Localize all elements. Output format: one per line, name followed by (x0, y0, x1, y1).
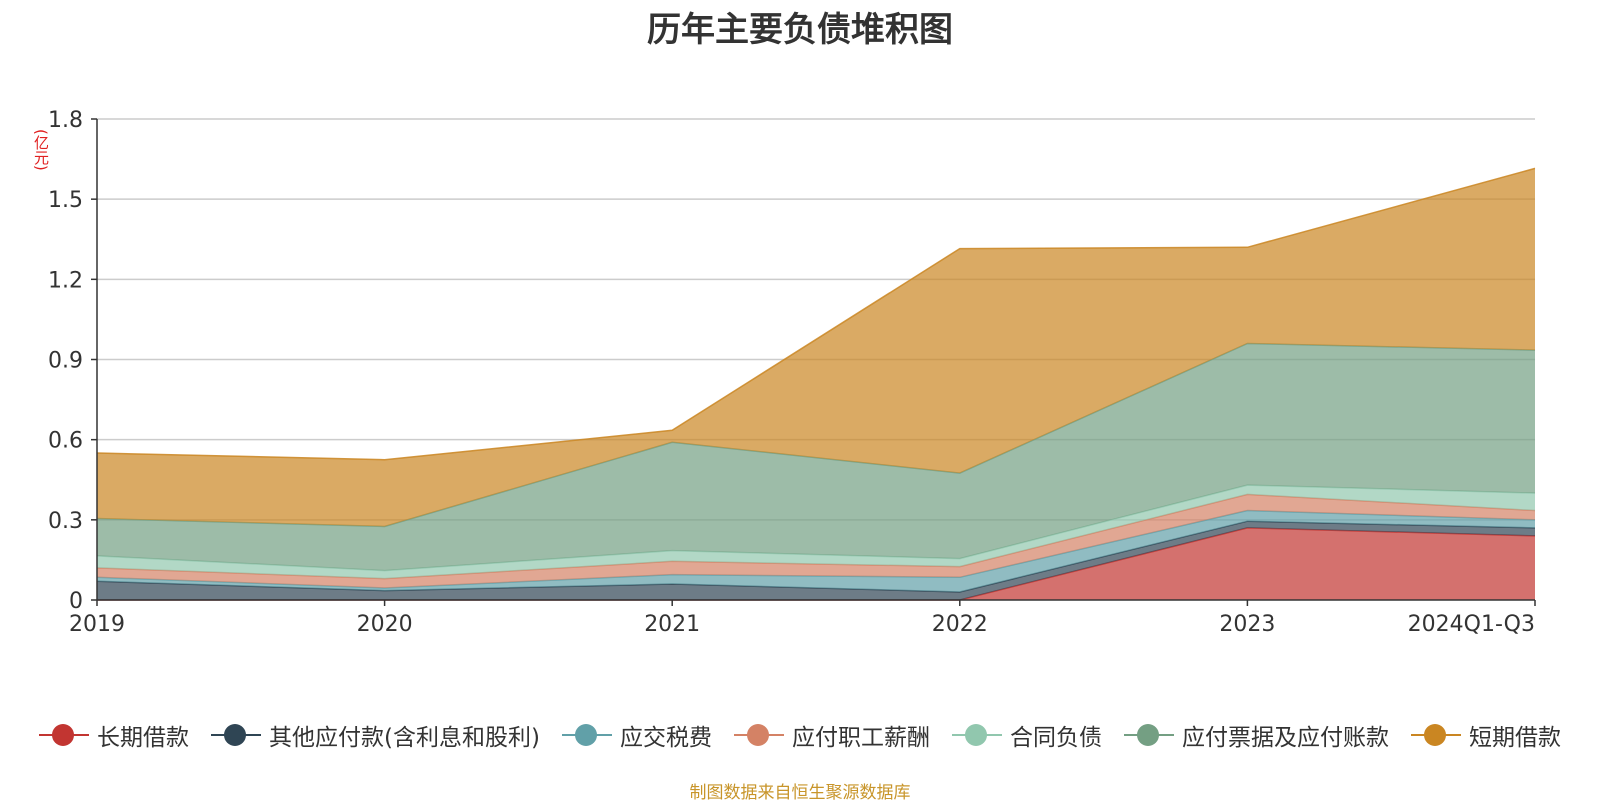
legend-item[interactable]: 短期借款 (1410, 718, 1561, 752)
area-series (96, 167, 1536, 601)
x-tick-label: 2020 (357, 612, 413, 637)
y-axis-unit-label: (亿元) (32, 129, 50, 171)
y-tick-label: 0 (69, 589, 83, 614)
legend-marker-icon (39, 723, 90, 747)
legend-marker-icon (211, 723, 262, 747)
x-tick-label: 2019 (69, 612, 125, 637)
legend-label: 应付票据及应付账款 (1181, 725, 1389, 751)
legend-dot-icon (746, 724, 769, 746)
legend-dot-icon (1423, 724, 1446, 746)
data-source-note: 制图数据来自恒生聚源数据库 (689, 783, 911, 803)
legend-item[interactable]: 应付职工薪酬 (733, 718, 930, 752)
x-tick-label: 2024Q1-Q3 (1408, 612, 1535, 637)
legend-marker-icon (951, 723, 1002, 747)
legend-dot-icon (964, 724, 987, 746)
chart-title: 历年主要负债堆积图 (647, 10, 953, 50)
legend-marker-icon (733, 723, 784, 747)
legend-dot-icon (1136, 724, 1159, 746)
y-tick-label: 0.3 (48, 509, 83, 534)
legend-item[interactable]: 应交税费 (561, 718, 712, 752)
legend-dot-icon (574, 724, 597, 746)
legend-item[interactable]: 长期借款 (39, 718, 189, 752)
x-tick-label: 2022 (932, 612, 988, 637)
y-tick-label: 1.5 (48, 188, 83, 213)
area-series-5 (97, 343, 1535, 571)
area-series-1 (97, 521, 1535, 600)
legend-marker-icon (1410, 723, 1461, 747)
legend-marker-icon (1123, 723, 1174, 747)
area-edge-5 (96, 342, 1536, 528)
y-tick-label: 0.9 (48, 349, 83, 374)
x-tick-label: 2021 (644, 612, 700, 637)
legend-dot-icon (52, 724, 75, 746)
y-tick-label: 1.2 (48, 268, 83, 293)
chart-legend: 长期借款 其他应付款(含利息和股利) 应交税费 应付职工薪酬 合同负债 应付票据及应付账款… (0, 717, 1600, 753)
area-edge-3 (96, 493, 1536, 580)
axes: 0 0.3 0.6 0.9 1.2 1.5 1.8 2019 2020 2021 2022 2023 2… (48, 108, 1536, 637)
x-tick-label: 2023 (1219, 612, 1275, 637)
legend-label: 其他应付款(含利息和股利) (269, 725, 540, 751)
area-series-2 (97, 510, 1535, 592)
legend-label: 短期借款 (1468, 725, 1561, 751)
legend-dot-icon (224, 724, 247, 746)
y-tick-label: 0.6 (48, 429, 83, 454)
area-series-3 (97, 494, 1535, 588)
legend-item[interactable]: 合同负债 (951, 718, 1102, 752)
area-series-4 (97, 485, 1535, 579)
legend-label: 应交税费 (619, 725, 712, 751)
area-series-6 (97, 168, 1535, 527)
legend-label: 合同负债 (1009, 725, 1102, 751)
legend-item[interactable]: 应付票据及应付账款 (1123, 718, 1389, 752)
area-edge-6 (96, 167, 1536, 461)
legend-marker-icon (561, 723, 612, 747)
legend-item[interactable]: 其他应付款(含利息和股利) (211, 718, 540, 752)
legend-label: 应付职工薪酬 (791, 725, 930, 751)
stacked-area-chart: 0 0.3 0.6 0.9 1.2 1.5 1.8 2019 2020 2021 2022 2023 2… (48, 108, 1536, 637)
legend-label: 长期借款 (97, 725, 190, 751)
y-tick-label: 1.8 (48, 108, 83, 133)
